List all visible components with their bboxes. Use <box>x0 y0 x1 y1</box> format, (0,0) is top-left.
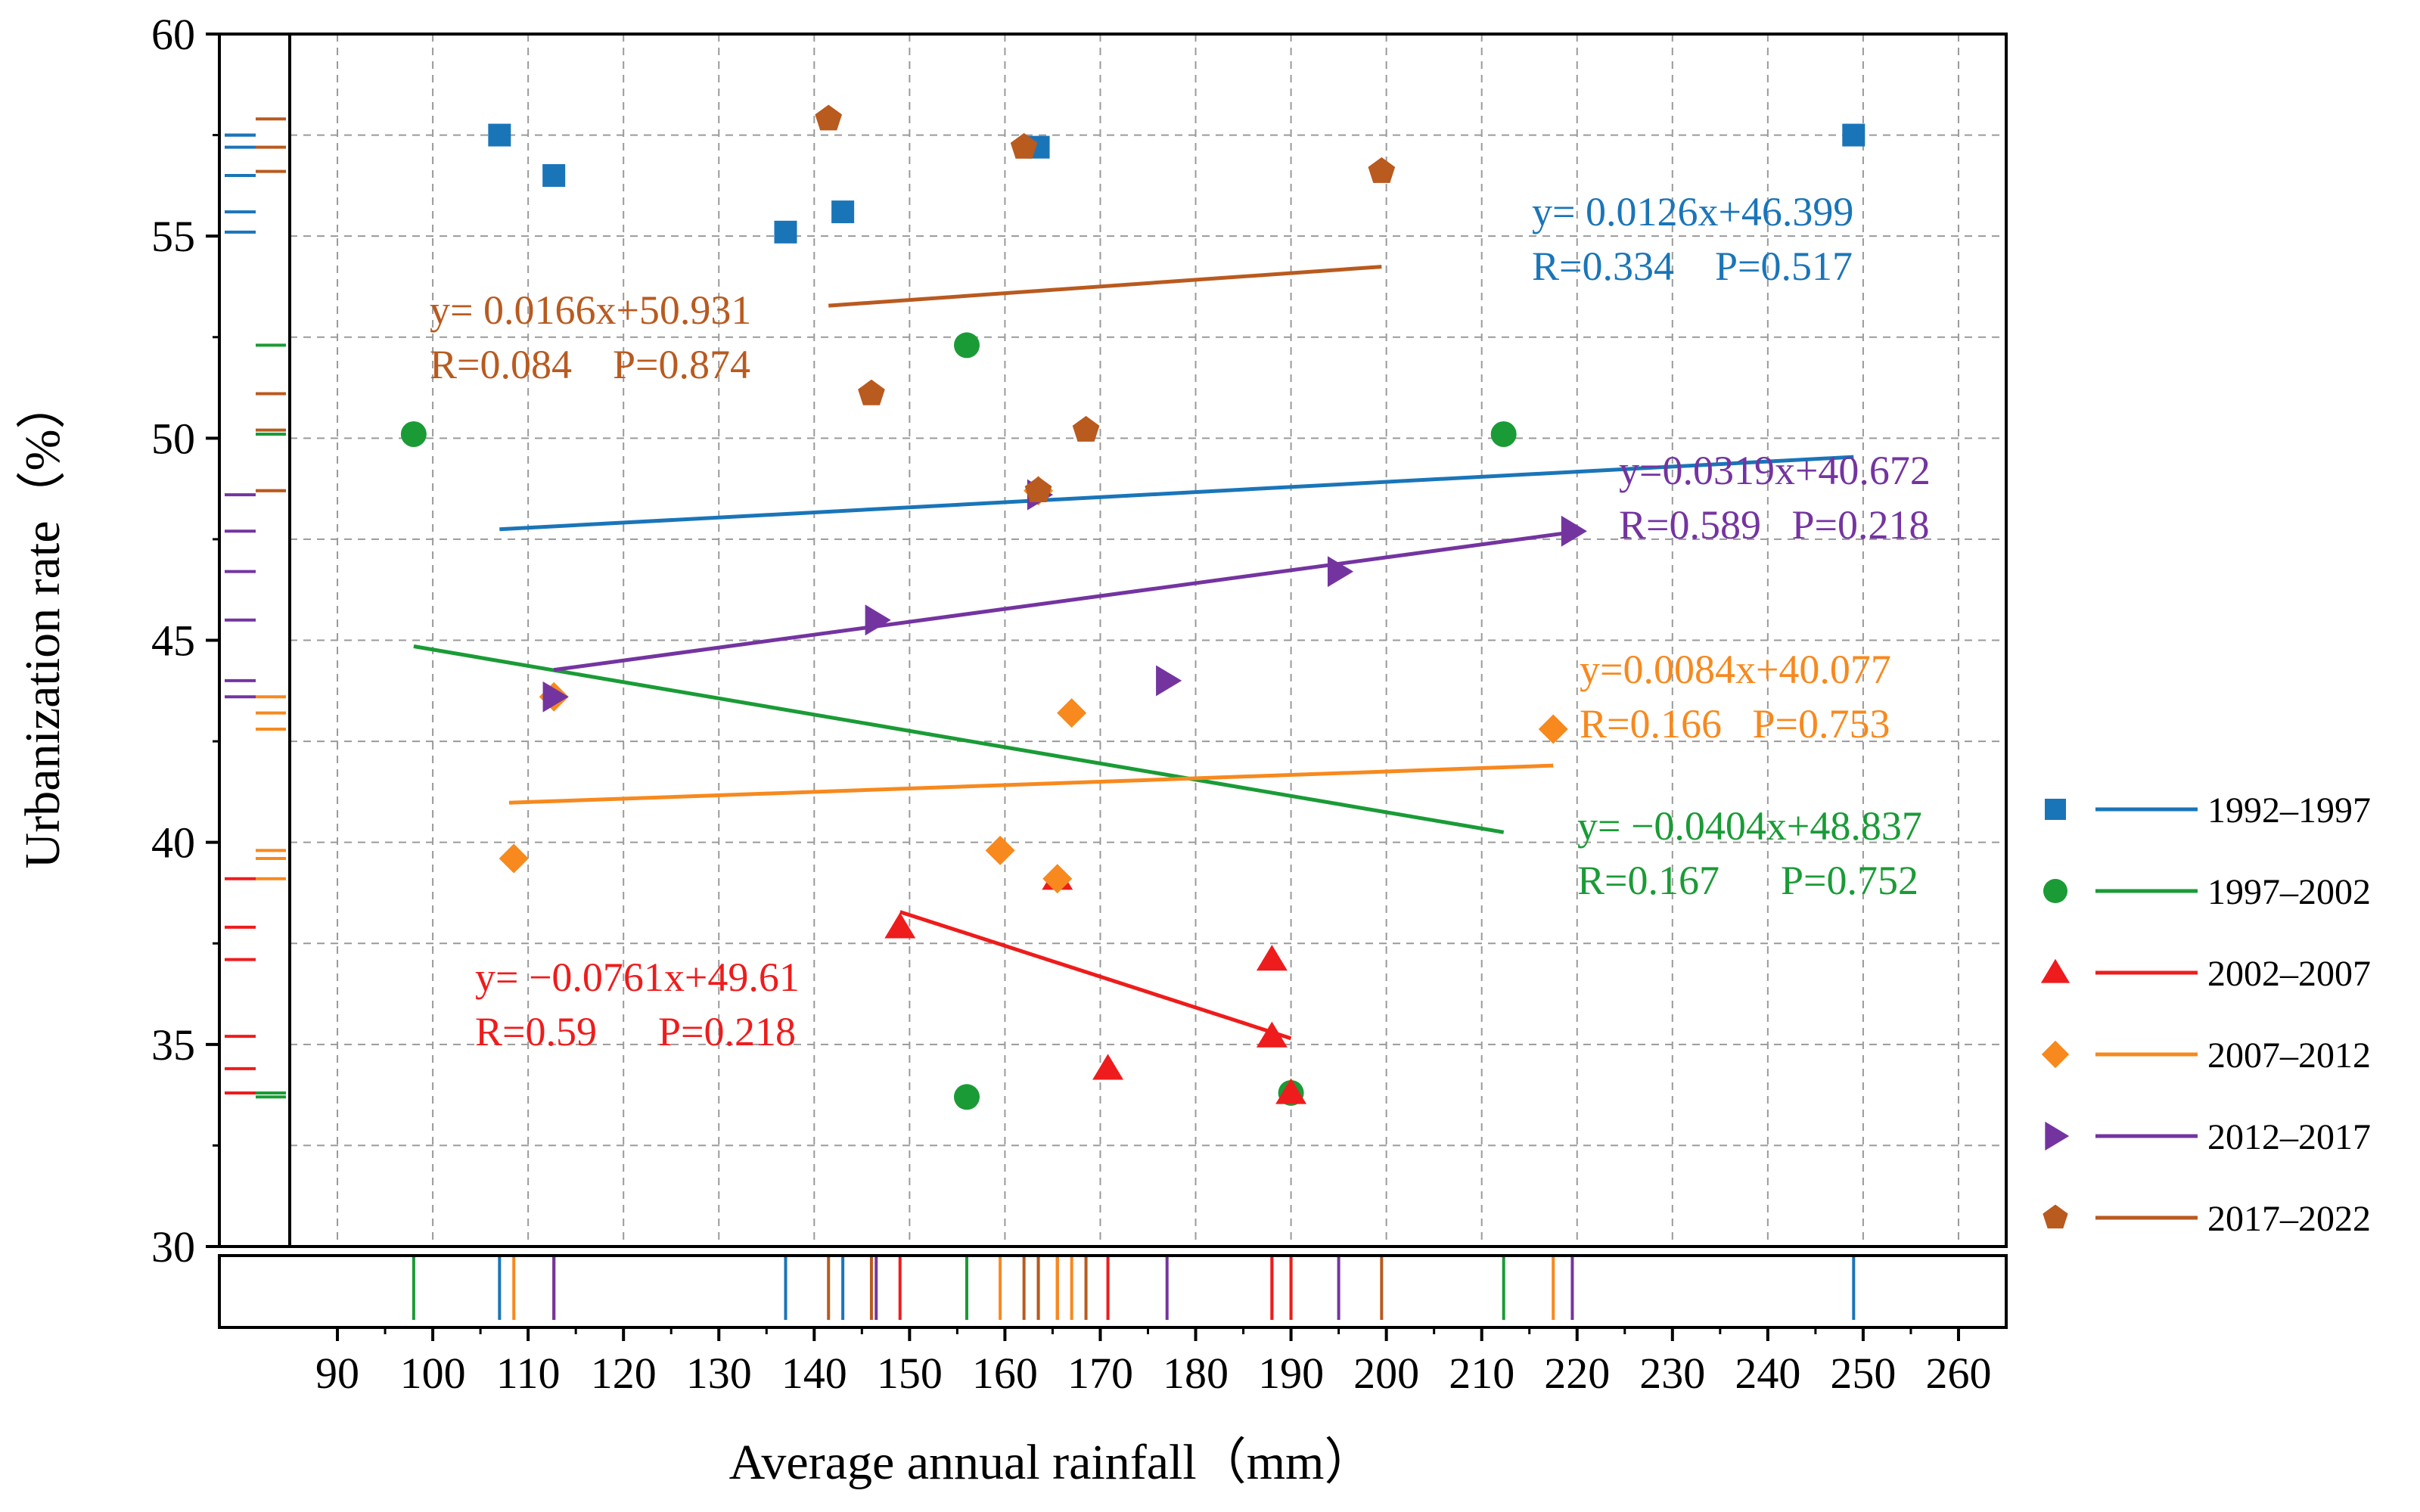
legend-marker-4 <box>2045 1121 2070 1151</box>
data-point-3 <box>1057 698 1087 728</box>
data-point-4 <box>1156 665 1182 697</box>
data-point-2 <box>884 912 916 939</box>
data-point-1 <box>1490 421 1517 447</box>
data-point-4 <box>1327 556 1354 588</box>
legend-marker-1 <box>2043 879 2067 903</box>
data-point-3 <box>1042 864 1073 894</box>
x-tick-label: 220 <box>1544 1349 1610 1398</box>
data-point-1 <box>400 421 427 447</box>
data-point-4 <box>542 681 569 713</box>
data-point-3 <box>985 835 1015 865</box>
x-tick-label: 170 <box>1067 1349 1133 1398</box>
data-point-3 <box>1538 714 1568 744</box>
fit-line-3 <box>508 763 1554 805</box>
equation-3: y=0.0084x+40.077 <box>1580 647 1891 692</box>
x-tick-label: 120 <box>591 1349 657 1398</box>
legend-marker-0 <box>2045 799 2066 820</box>
data-point-2 <box>1275 1078 1307 1104</box>
data-point-5 <box>815 104 843 131</box>
y-tick-label: 35 <box>151 1020 195 1070</box>
data-point-2 <box>1092 1054 1124 1080</box>
equation-5: y= 0.0166x+50.931 <box>430 287 751 333</box>
legend-label-0: 1992–1997 <box>2207 790 2371 831</box>
x-tick-label: 130 <box>686 1349 752 1398</box>
data-point-5 <box>1010 132 1038 159</box>
y-tick-label: 55 <box>151 212 195 261</box>
x-tick-label: 250 <box>1830 1349 1896 1398</box>
legend-label-3: 2007–2012 <box>2207 1035 2371 1076</box>
y-tick-label: 50 <box>151 414 195 463</box>
stats-1: R=0.167 P=0.752 <box>1577 858 1918 903</box>
y-tick-label: 60 <box>151 10 195 59</box>
fit-lines <box>413 265 1854 1041</box>
x-tick-label: 90 <box>315 1349 359 1398</box>
legend-label-1: 1997–2002 <box>2207 872 2371 912</box>
data-point-1 <box>953 332 980 359</box>
data-point-5 <box>1024 477 1052 502</box>
legend-label-4: 2012–2017 <box>2207 1117 2371 1157</box>
y-tick-label: 45 <box>151 616 195 666</box>
equation-2: y= −0.0761x+49.61 <box>475 955 800 1000</box>
axes <box>206 33 2008 1341</box>
x-tick-label: 100 <box>400 1349 466 1398</box>
equation-0: y= 0.0126x+46.399 <box>1532 189 1853 234</box>
data-point-0 <box>488 123 511 147</box>
stats-2: R=0.59 P=0.218 <box>475 1009 796 1054</box>
legend-marker-3 <box>2041 1040 2070 1069</box>
x-tick-label: 140 <box>781 1349 847 1398</box>
stats-3: R=0.166 P=0.753 <box>1580 701 1890 747</box>
data-point-4 <box>865 604 891 636</box>
y-tick-label: 30 <box>151 1222 195 1271</box>
data-points <box>400 104 1865 1110</box>
x-tick-label: 160 <box>972 1349 1038 1398</box>
legend-marker-5 <box>2043 1204 2068 1229</box>
equation-1: y= −0.0404x+48.837 <box>1577 803 1922 849</box>
legend-label-2: 2002–2007 <box>2207 954 2371 994</box>
data-point-3 <box>499 843 529 874</box>
fit-line-1 <box>413 644 1505 834</box>
fit-line-5 <box>828 265 1382 308</box>
fit-line-0 <box>499 455 1854 532</box>
data-point-1 <box>953 1084 980 1110</box>
regression-annotations: y= 0.0126x+46.399 R=0.334 P=0.517 y= −0.04… <box>430 189 1931 1054</box>
legend: 1992–1997 1997–2002 2002–2007 2007–2012 2012… <box>2040 790 2371 1239</box>
x-tick-label: 240 <box>1735 1349 1800 1398</box>
data-point-0 <box>774 220 797 244</box>
fit-line-4 <box>553 530 1573 672</box>
fit-line-2 <box>899 910 1292 1041</box>
stats-0: R=0.334 P=0.517 <box>1532 244 1853 289</box>
data-point-0 <box>831 200 855 224</box>
data-point-5 <box>1368 157 1396 183</box>
x-rug-frame <box>218 1254 2008 1329</box>
x-tick-label: 200 <box>1353 1349 1419 1398</box>
data-point-5 <box>858 379 885 405</box>
x-tick-label: 150 <box>877 1349 943 1398</box>
x-tick-label: 110 <box>496 1349 561 1398</box>
data-point-0 <box>542 164 566 188</box>
data-point-4 <box>1561 515 1587 547</box>
x-tick-label: 210 <box>1449 1349 1514 1398</box>
data-point-2 <box>1256 945 1288 971</box>
legend-marker-2 <box>2040 958 2071 983</box>
data-point-0 <box>1842 123 1865 147</box>
equation-4: y=0.0319x+40.672 <box>1619 448 1931 493</box>
plot-frame <box>288 33 2008 1248</box>
x-axis-title: Average annual rainfall（mm） <box>729 1435 1375 1490</box>
y-tick-label: 40 <box>151 818 195 868</box>
x-tick-label: 260 <box>1925 1349 1991 1398</box>
grid <box>290 34 2006 1247</box>
stats-4: R=0.589 P=0.218 <box>1619 502 1929 548</box>
data-point-5 <box>1072 415 1100 442</box>
y-axis-title: Urbanization rate（%） <box>15 380 70 869</box>
legend-label-5: 2017–2022 <box>2207 1199 2371 1239</box>
x-tick-label: 180 <box>1163 1349 1229 1398</box>
stats-5: R=0.084 P=0.874 <box>430 342 750 387</box>
data-point-2 <box>1256 1021 1288 1048</box>
x-tick-label: 230 <box>1639 1349 1705 1398</box>
x-tick-label: 190 <box>1258 1349 1324 1398</box>
tick-labels: 90 100 110 120 130 140 150 160 170 180 190 200 210 22… <box>151 10 1991 1398</box>
